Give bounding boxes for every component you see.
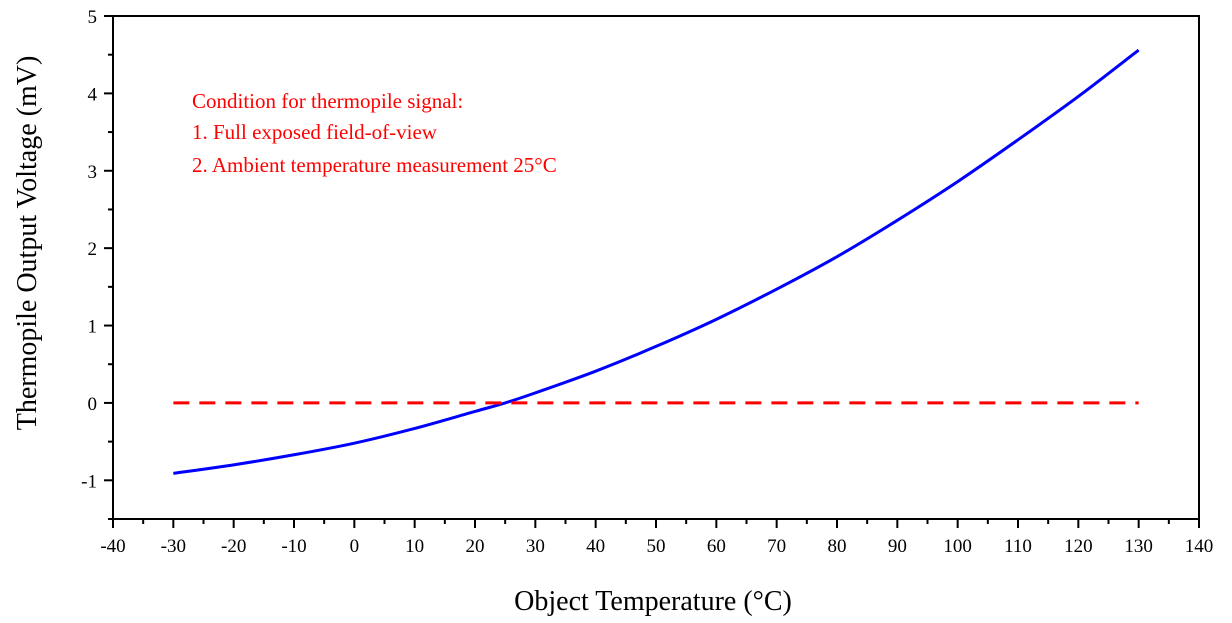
x-tick-label: 100 [943, 536, 972, 557]
y-tick-label: 5 [88, 7, 98, 28]
annotation-line-3: 2. Ambient temperature measurement 25°C [192, 153, 557, 177]
x-tick-label: -40 [100, 536, 125, 557]
annotation-line-2: 1. Full exposed field-of-view [192, 120, 438, 144]
voltage-curve [173, 48, 1140, 475]
x-tick-label: 60 [707, 536, 726, 557]
series-layer [173, 48, 1140, 475]
x-tick-labels: -40 -30 -20 -10 0 10 20 30 40 50 60 70 80 90 100 110 120… [100, 536, 1213, 557]
x-tick-label: -10 [281, 536, 306, 557]
y-axis-title: Thermopile Output Voltage (mV) [12, 56, 43, 431]
x-tick-label: 80 [828, 536, 847, 557]
y-tick-label: -1 [81, 471, 97, 492]
y-tick-label: 4 [88, 84, 98, 105]
x-tick-label: 90 [888, 536, 907, 557]
x-tick-label: 20 [466, 536, 485, 557]
x-tick-label: 30 [526, 536, 545, 557]
x-tick-label: 120 [1064, 536, 1093, 557]
x-tick-label: 40 [586, 536, 605, 557]
x-tick-label: 110 [1004, 536, 1032, 557]
x-tick-label: 50 [647, 536, 666, 557]
y-tick-label: 0 [88, 394, 98, 415]
plot-frame [112, 15, 1200, 520]
x-tick-label: -20 [221, 536, 246, 557]
y-tick-labels: -1 0 1 2 3 4 5 [81, 7, 97, 492]
annotation-line-1: Condition for thermopile signal: [192, 89, 463, 113]
y-tick-label: 3 [88, 162, 98, 183]
x-tick-label: 130 [1124, 536, 1153, 557]
y-tick-label: 1 [88, 317, 98, 338]
x-tick-label: 10 [405, 536, 424, 557]
x-tick-label: 140 [1185, 536, 1214, 557]
x-tick-label: 0 [350, 536, 360, 557]
y-tick-label: 2 [88, 239, 98, 260]
x-tick-label: -30 [161, 536, 186, 557]
x-axis-title: Object Temperature (°C) [514, 586, 792, 617]
x-tick-label: 70 [767, 536, 786, 557]
